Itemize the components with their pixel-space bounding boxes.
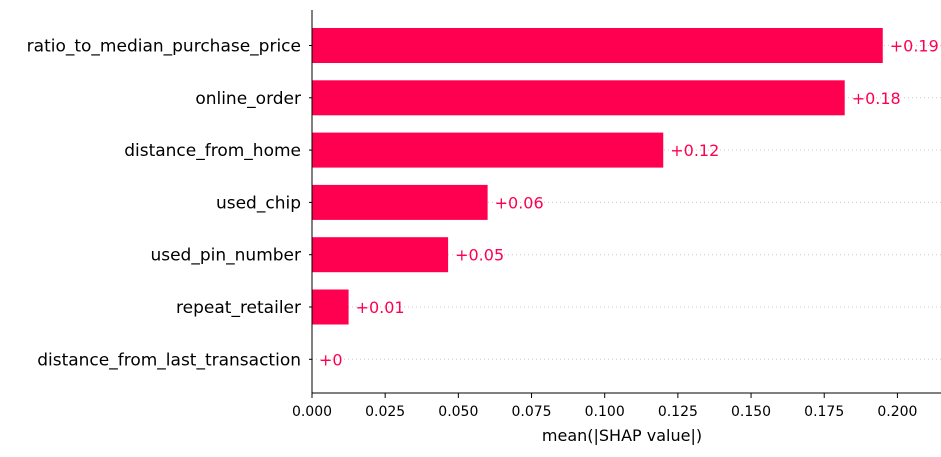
feature-label: distance_from_last_transaction [37,350,301,370]
value-label: +0.05 [455,246,504,265]
value-label: +0.01 [356,298,405,317]
x-tick-label: 0.125 [658,404,698,420]
bars [312,28,883,325]
value-label: +0.12 [670,141,719,160]
axes [309,10,941,394]
value-label: +0.19 [890,37,939,56]
feature-label: ratio_to_median_purchase_price [27,37,301,57]
value-label: +0.06 [495,193,544,212]
bar-used_pin_number [312,237,449,273]
x-ticks: 0.000 0.025 0.050 0.075 0.100 0.125 0.150 0.175… [292,393,917,420]
value-label: +0 [319,350,343,369]
x-tick-label: 0.000 [292,404,332,420]
feature-labels: ratio_to_median_purchase_price online_ord… [27,37,301,371]
bar-used_chip [312,184,488,220]
x-tick-label: 0.175 [804,404,844,420]
feature-label: online_order [195,89,301,109]
x-tick-label: 0.075 [511,404,551,420]
value-label: +0.18 [852,89,901,108]
bar-ratio_to_median_purchase_price [312,28,883,63]
feature-label: distance_from_home [124,141,301,161]
bar-online_order [312,80,845,116]
feature-label: used_pin_number [150,246,301,266]
feature-label: used_chip [216,193,301,213]
x-tick-label: 0.150 [731,404,771,420]
value-labels: +0.19 +0.18 +0.12 +0.06 +0.05 +0.01 +0 [319,37,939,370]
x-axis-title: mean(|SHAP value|) [542,426,702,445]
feature-label: repeat_retailer [176,298,301,318]
x-tick-label: 0.200 [877,404,917,420]
bar-repeat_retailer [312,289,349,325]
x-tick-label: 0.025 [365,404,405,420]
x-tick-label: 0.100 [585,404,625,420]
x-tick-label: 0.050 [438,404,478,420]
bar-distance_from_home [312,132,664,168]
